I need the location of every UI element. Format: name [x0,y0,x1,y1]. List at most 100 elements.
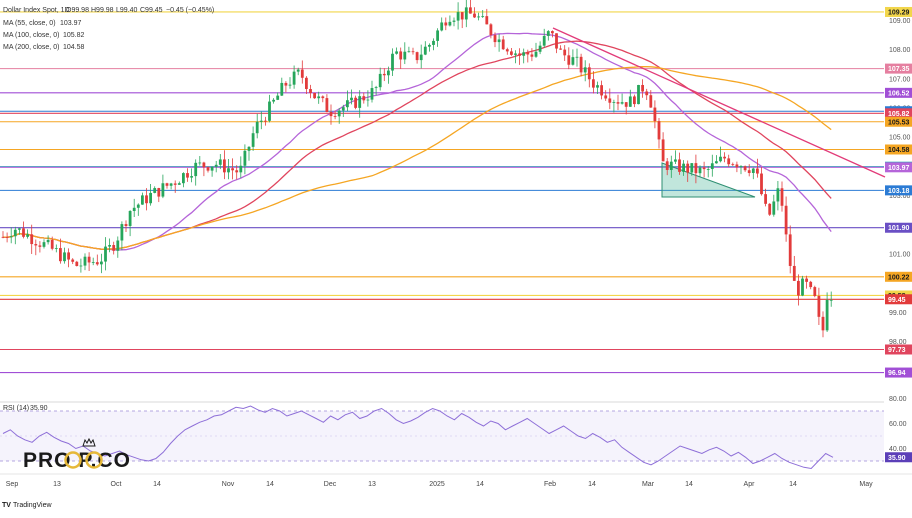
price-badge-8: 103.97 [885,162,912,173]
candle [546,30,550,41]
candle [350,89,353,105]
candle [190,168,193,183]
candle [825,292,829,332]
candle [1,231,5,239]
candle [575,48,579,67]
candle [710,154,714,177]
price-badge-bg [885,344,912,355]
candle [149,184,152,206]
ma100-value: 105.82 [63,32,85,39]
date-axis: Sep 13 Oct 14 Nov 14 Dec 13 2025 14 Feb 14 Mar 14 Apr 1… [6,481,873,488]
candle [59,238,62,264]
candle [780,181,784,212]
candle [378,67,382,91]
price-badge-4: 105.82 [885,108,912,119]
date-label-4: Nov [222,481,235,488]
ohlc-low: L99.40 [116,7,138,14]
candle [719,146,722,163]
candle [321,95,325,103]
candle [419,44,423,69]
date-label-6: Dec [324,481,337,488]
price-badge-6: 104.58 [885,144,912,155]
price-badge-label: 103.18 [888,188,910,195]
date-label-1: 13 [53,481,61,488]
candle [210,166,214,177]
price-badge-label: 106.52 [888,90,910,97]
candle [690,163,694,176]
candle [616,94,620,111]
candle [538,41,542,55]
price-badge-bg [885,108,912,119]
candle [395,47,398,55]
price-badge-label: 105.82 [888,111,910,118]
candle [751,167,755,180]
candle [346,90,349,112]
candle [760,167,763,196]
candle [169,182,173,190]
legend: Dollar Index Spot, 1D O99.98 H99.98 L99.… [3,7,214,412]
candle [489,23,493,39]
candle [108,238,111,253]
candle [165,182,169,189]
price-badge-bg [885,294,912,305]
candle [26,229,29,239]
candle [83,253,87,271]
ma55-label: MA (55, close, 0) [3,20,56,27]
candle [284,81,288,93]
candle [792,255,796,281]
candle [153,186,157,194]
candle [526,49,530,63]
candle [628,89,632,107]
candle [292,65,296,89]
candle [341,104,345,117]
candle [124,220,128,232]
candle [739,165,743,175]
price-badge-0: 109.29 [885,6,912,17]
candle [120,221,124,251]
candle [596,81,599,95]
candle [653,100,657,129]
date-label-5: 14 [266,481,274,488]
candle [75,260,79,267]
instrument-label: Dollar Index Spot, 1D [3,7,70,14]
candle [469,0,472,14]
candle [428,43,431,52]
candle [288,77,292,89]
candle [542,28,546,48]
candle [145,188,148,211]
candle [624,102,628,115]
price-badge-label: 100.22 [888,274,910,281]
candle [456,2,460,30]
candle [510,48,513,56]
candle [264,116,267,126]
candle [141,192,144,205]
candle [42,239,46,249]
candle [587,63,591,88]
candle [407,46,411,53]
candle [534,42,538,58]
candle [829,291,833,307]
candle [5,232,9,243]
candle [403,42,407,65]
date-label-12: Mar [642,481,655,488]
candle [612,99,616,113]
date-label-15: 14 [789,481,797,488]
candle [387,66,390,84]
candle [743,165,747,172]
candle [186,168,189,182]
crown-icon [82,437,96,447]
candle [444,17,448,31]
rsi-badge-label: 35.90 [888,455,906,462]
candle [436,28,439,47]
candle [235,165,239,180]
candles-layer [1,0,833,338]
date-label-14: Apr [744,481,756,488]
candle [161,174,165,199]
price-badge-bg [885,185,912,196]
price-badge-10: 101.90 [885,222,912,233]
candle [71,258,75,265]
rsi-tick-0: 80.00 [889,396,907,403]
candle [239,156,243,178]
